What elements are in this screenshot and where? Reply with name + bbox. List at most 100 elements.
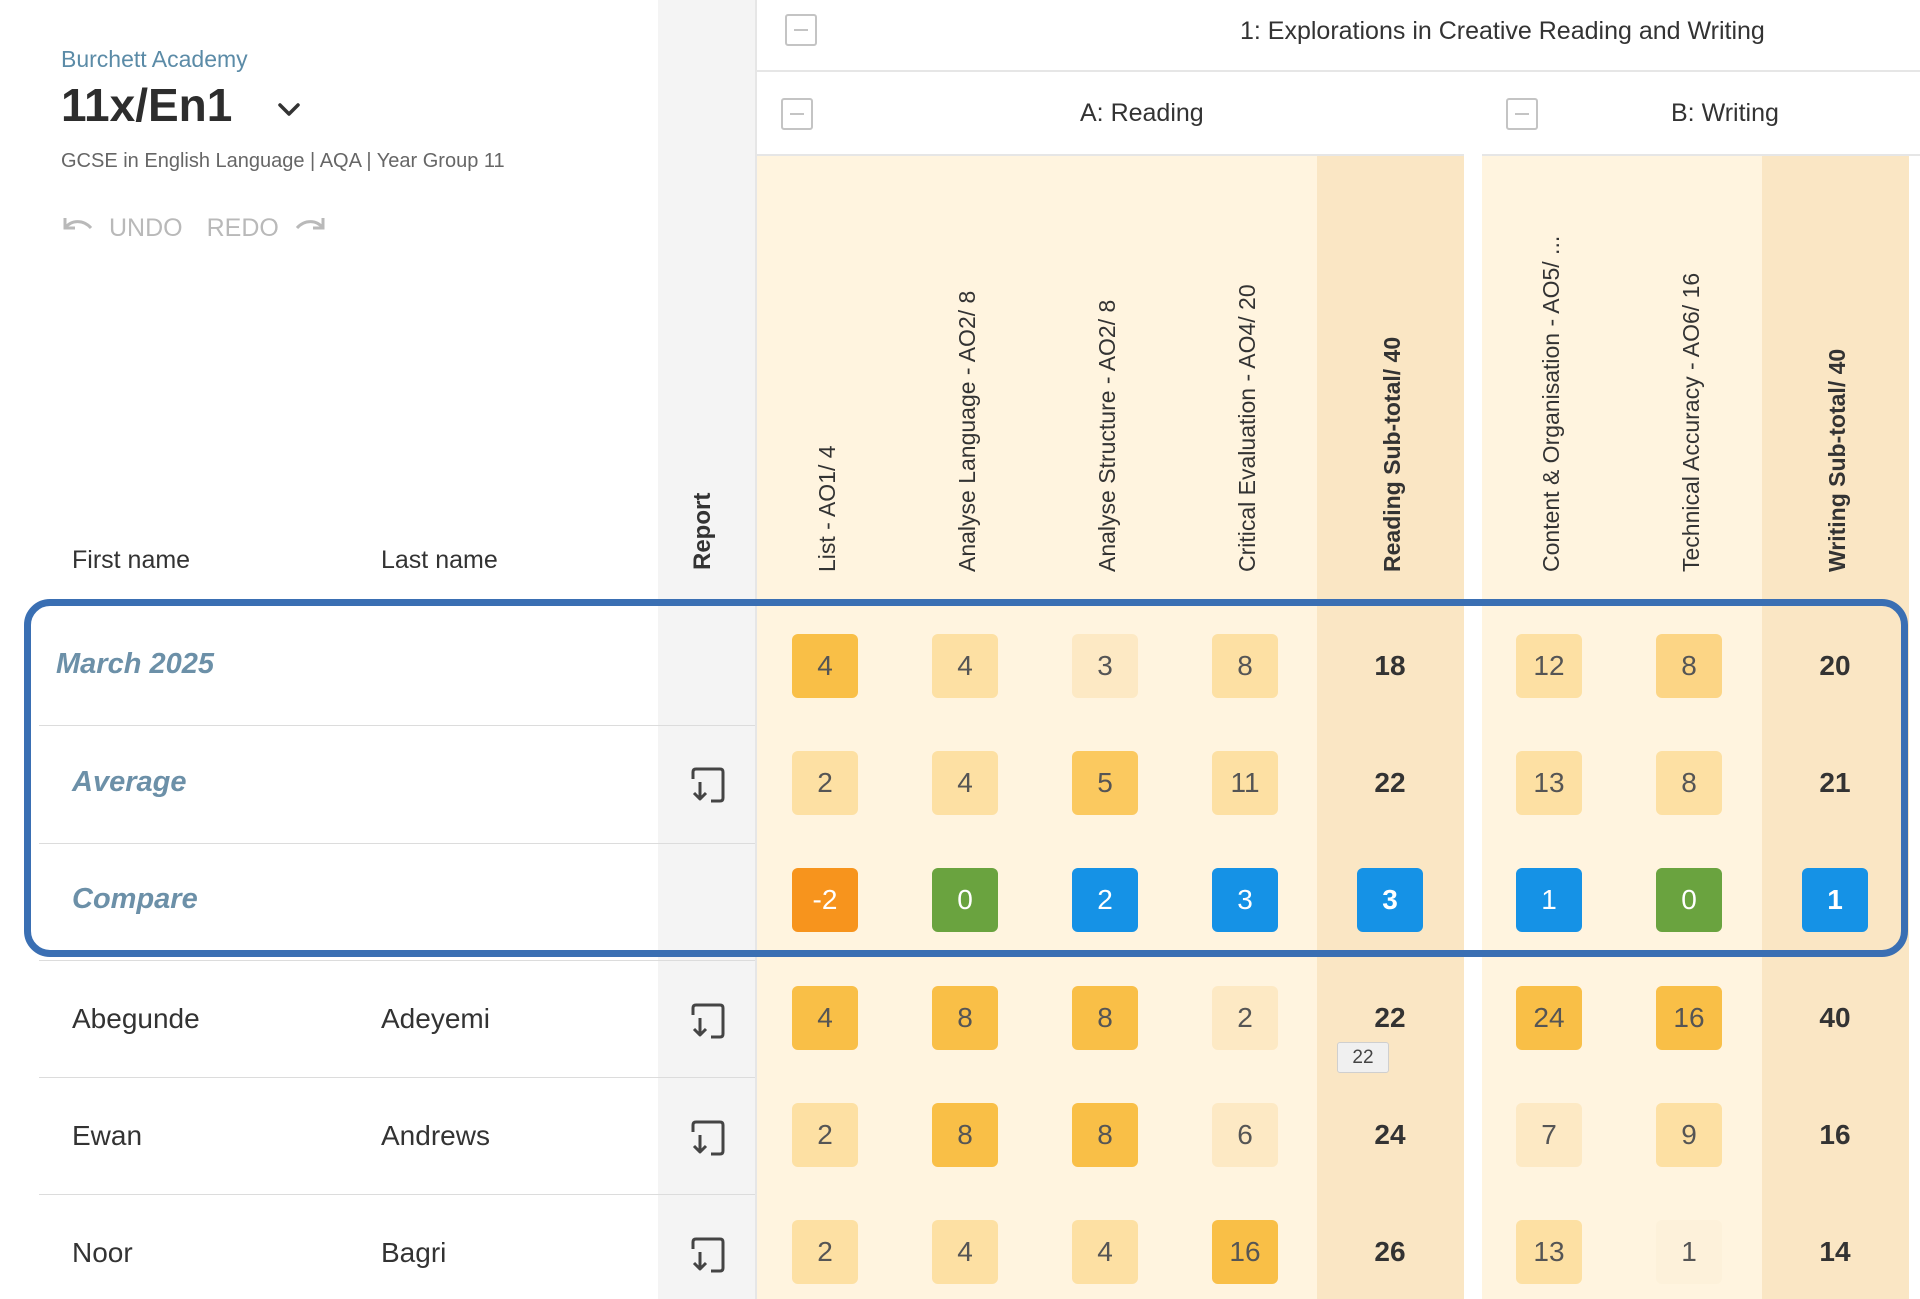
value-tooltip: 22 (1337, 1042, 1389, 1073)
undo-redo-bar: UNDO REDO (61, 214, 327, 243)
mark-cell: 4 (792, 634, 858, 698)
collapse-icon[interactable] (785, 14, 817, 46)
subtotal-cell: 22 (1374, 767, 1406, 798)
column-header: Analyse Structure - AO2/ 8 (1094, 299, 1120, 572)
mark-cell[interactable]: 13 (1516, 1220, 1582, 1284)
report-icon[interactable] (687, 1118, 727, 1158)
student-last-name[interactable]: Andrews (381, 1120, 490, 1151)
paper-title: 1: Explorations in Creative Reading and … (1240, 17, 1765, 45)
student-last-name[interactable]: Adeyemi (381, 1003, 490, 1034)
first-name-header[interactable]: First name (72, 546, 191, 574)
grid-divider (755, 0, 757, 1299)
column-header: List - AO1/ 4 (814, 445, 840, 572)
redo-button[interactable]: REDO (207, 214, 327, 243)
writing-subtotal-bg (1762, 156, 1909, 1299)
column-header: Writing Sub-total/ 40 (1824, 348, 1850, 572)
row-divider (39, 1194, 755, 1195)
mark-cell[interactable]: 2 (792, 1103, 858, 1167)
subtotal-cell: 40 (1819, 1002, 1851, 1033)
summary-row-label: Average (72, 766, 187, 798)
reading-subtotal-bg (1317, 156, 1464, 1299)
column-header: Analyse Language - AO2/ 8 (954, 290, 980, 572)
section-writing-header: B: Writing (1482, 74, 1920, 156)
student-first-name[interactable]: Abegunde (72, 1003, 200, 1034)
mark-cell: 2 (792, 751, 858, 815)
mark-cell[interactable]: 16 (1656, 986, 1722, 1050)
mark-cell[interactable]: 24 (1516, 986, 1582, 1050)
mark-cell[interactable]: 8 (1072, 986, 1138, 1050)
undo-button[interactable]: UNDO (61, 214, 183, 243)
subtotal-cell: 18 (1374, 650, 1406, 681)
summary-row-label: March 2025 (56, 648, 214, 680)
paper-header: 1: Explorations in Creative Reading and … (757, 0, 1920, 72)
mark-cell: 8 (1656, 751, 1722, 815)
subtotal-cell: 24 (1374, 1119, 1406, 1150)
collapse-icon[interactable] (781, 98, 813, 130)
row-divider (39, 960, 755, 961)
mark-cell: 3 (1212, 868, 1278, 932)
mark-cell: 4 (932, 634, 998, 698)
column-header: Critical Evaluation - AO4/ 20 (1234, 284, 1260, 572)
subtotal-cell: 1 (1802, 868, 1868, 932)
subtotal-cell: 3 (1357, 868, 1423, 932)
mark-cell[interactable]: 1 (1656, 1220, 1722, 1284)
row-divider (39, 1077, 755, 1078)
mark-cell[interactable]: 6 (1212, 1103, 1278, 1167)
class-title[interactable]: 11x/En1 (61, 79, 233, 131)
row-divider (39, 843, 755, 844)
collapse-icon[interactable] (1506, 98, 1538, 130)
mark-cell: 8 (1212, 634, 1278, 698)
mark-cell[interactable]: 8 (932, 986, 998, 1050)
mark-cell[interactable]: 2 (792, 1220, 858, 1284)
mark-cell[interactable]: 2 (1212, 986, 1278, 1050)
report-header: Report (689, 492, 716, 570)
subtotal-cell: 22 (1374, 1002, 1406, 1033)
report-icon[interactable] (687, 1235, 727, 1275)
redo-icon (293, 214, 327, 243)
last-name-header[interactable]: Last name (381, 546, 498, 574)
subtotal-cell: 26 (1374, 1236, 1406, 1267)
summary-row-label: Compare (72, 883, 198, 915)
column-header: Reading Sub-total/ 40 (1379, 336, 1405, 572)
section-title: A: Reading (1080, 99, 1204, 127)
mark-cell: 8 (1656, 634, 1722, 698)
mark-cell: 12 (1516, 634, 1582, 698)
undo-icon (61, 214, 95, 243)
mark-cell[interactable]: 16 (1212, 1220, 1278, 1284)
report-icon[interactable] (687, 1001, 727, 1041)
mark-cell: 1 (1516, 868, 1582, 932)
redo-label: REDO (206, 214, 279, 242)
mark-cell[interactable]: 8 (1072, 1103, 1138, 1167)
column-header: Technical Accuracy - AO6/ 16 (1678, 272, 1704, 572)
mark-cell[interactable]: 9 (1656, 1103, 1722, 1167)
mark-cell: 3 (1072, 634, 1138, 698)
subtotal-cell: 16 (1819, 1119, 1851, 1150)
section-reading-header: A: Reading (757, 74, 1464, 156)
section-title: B: Writing (1671, 99, 1779, 127)
subtotal-cell: 14 (1819, 1236, 1851, 1267)
report-icon[interactable] (687, 765, 727, 805)
student-first-name[interactable]: Noor (72, 1237, 133, 1268)
report-column (658, 0, 755, 1299)
subtotal-cell: 21 (1819, 767, 1851, 798)
undo-label: UNDO (109, 214, 183, 242)
student-last-name[interactable]: Bagri (381, 1237, 447, 1268)
chevron-down-icon[interactable] (272, 96, 306, 124)
class-subtitle: GCSE in English Language | AQA | Year Gr… (61, 150, 505, 172)
mark-cell[interactable]: 4 (1072, 1220, 1138, 1284)
mark-cell: 11 (1212, 751, 1278, 815)
mark-cell[interactable]: 8 (932, 1103, 998, 1167)
mark-cell: -2 (792, 868, 858, 932)
mark-cell: 2 (1072, 868, 1138, 932)
mark-cell[interactable]: 7 (1516, 1103, 1582, 1167)
school-name: Burchett Academy (61, 46, 248, 72)
mark-cell: 4 (932, 751, 998, 815)
mark-cell: 0 (1656, 868, 1722, 932)
mark-cell: 0 (932, 868, 998, 932)
mark-cell: 5 (1072, 751, 1138, 815)
mark-cell[interactable]: 4 (792, 986, 858, 1050)
row-divider (39, 725, 755, 726)
subtotal-cell: 20 (1819, 650, 1851, 681)
mark-cell[interactable]: 4 (932, 1220, 998, 1284)
student-first-name[interactable]: Ewan (72, 1120, 143, 1151)
